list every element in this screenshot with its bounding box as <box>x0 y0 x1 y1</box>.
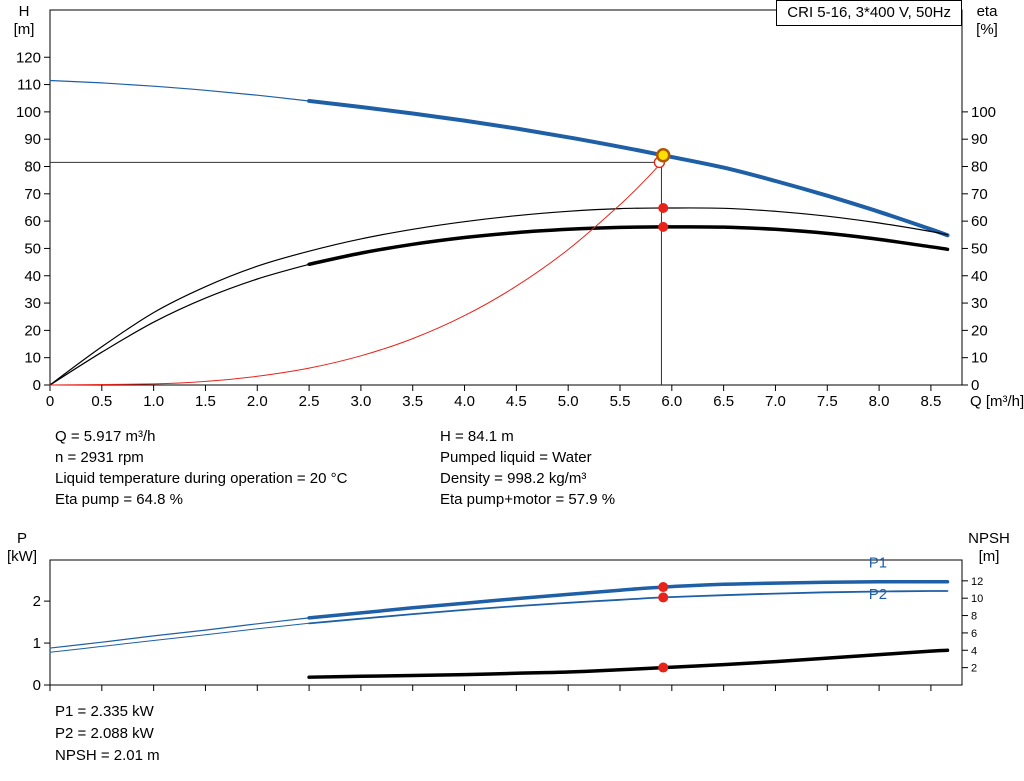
x-axis-tick-label: 5.5 <box>610 393 631 410</box>
info-line-eta-pump: Eta pump = 64.8 % <box>55 491 183 508</box>
duty-point <box>655 148 671 163</box>
left-axis-tick-label: 60 <box>24 213 41 230</box>
x-axis-tick-label: 8.0 <box>869 393 890 410</box>
left-axis-tick-label: 20 <box>24 322 41 339</box>
info-line-liquid-temperature: Liquid temperature during operation = 20… <box>55 470 348 487</box>
npsh-duty-point <box>658 662 669 673</box>
eta-pump-motor-duty-point <box>658 221 669 232</box>
right-axis-name-label: NPSH <box>968 530 1010 547</box>
right-axis-tick-label: 40 <box>971 268 988 285</box>
left-axis-tick-label: 100 <box>16 104 41 121</box>
left-axis-name-label: H <box>19 3 30 20</box>
left-axis-tick-label: 2 <box>33 593 41 610</box>
right-axis-tick-label: 50 <box>971 240 988 257</box>
left-axis-tick-label: 30 <box>24 295 41 312</box>
right-axis-tick-label: 20 <box>971 322 988 339</box>
right-axis-tick-label: 8 <box>971 611 977 623</box>
npsh-curve <box>307 648 950 679</box>
p1-duty-point <box>658 582 669 593</box>
duty-info-right-column: H = 84.1 m Pumped liquid = Water Density… <box>440 426 615 510</box>
duty-info-left-column: Q = 5.917 m³/h n = 2931 rpm Liquid tempe… <box>55 426 347 510</box>
left-axis-tick-label: 0 <box>33 677 41 694</box>
x-axis-tick-label: 6.5 <box>713 393 734 410</box>
right-axis-tick-label: 4 <box>971 645 977 657</box>
head-curve-thin <box>49 79 310 102</box>
right-axis-name-label: eta <box>977 3 999 20</box>
p2-curve <box>308 590 949 625</box>
p1-curve-thin <box>49 617 310 649</box>
right-axis-tick-label: 10 <box>971 593 983 605</box>
right-axis-tick-label: 90 <box>971 131 988 148</box>
left-axis-tick-label: 90 <box>24 131 41 148</box>
p2-duty-point <box>658 592 669 603</box>
right-axis-tick-label: 80 <box>971 159 988 176</box>
right-axis-tick-label: 2 <box>971 663 977 675</box>
x-axis-tick-label: 2.5 <box>299 393 320 410</box>
right-axis-unit-label: [%] <box>976 21 998 38</box>
eta-pump-curve <box>49 207 949 386</box>
plot-frame <box>49 559 963 686</box>
x-axis-tick-label: 7.5 <box>817 393 838 410</box>
x-axis-tick-label: 0.5 <box>91 393 112 410</box>
x-axis-tick-label: 6.0 <box>661 393 682 410</box>
left-axis-tick-label: 120 <box>16 49 41 66</box>
left-axis-tick-label: 50 <box>24 240 41 257</box>
info-line-p2: P2 = 2.088 kW <box>55 725 154 742</box>
x-axis-tick-label: 0 <box>46 393 54 410</box>
eta-pump-duty-point <box>658 203 669 214</box>
left-axis-tick-label: 0 <box>33 377 41 394</box>
left-axis-tick-label: 110 <box>17 77 41 94</box>
info-line-npsh: NPSH = 2.01 m <box>55 747 160 764</box>
info-line-speed: n = 2931 rpm <box>55 449 144 466</box>
x-axis-tick-label: 1.0 <box>143 393 164 410</box>
x-axis-tick-label: 4.0 <box>454 393 475 410</box>
eta-pump-motor-curve <box>307 225 950 267</box>
right-axis-tick-label: 70 <box>971 186 988 203</box>
x-axis-unit-label: Q [m³/h] <box>970 393 1024 410</box>
pump-title: CRI 5-16, 3*400 V, 50Hz <box>787 4 951 21</box>
p1-curve <box>307 580 950 620</box>
right-axis-unit-label: [m] <box>979 548 1000 565</box>
info-line-flow: Q = 5.917 m³/h <box>55 428 156 445</box>
left-axis-unit-label: [m] <box>14 21 35 38</box>
info-line-p1: P1 = 2.335 kW <box>55 703 154 720</box>
x-axis-tick-label: 7.0 <box>765 393 786 410</box>
left-axis-tick-label: 80 <box>24 159 41 176</box>
x-axis-tick-label: 3.5 <box>402 393 423 410</box>
left-axis-tick-label: 40 <box>24 268 41 285</box>
info-line-pumped-liquid: Pumped liquid = Water <box>440 449 592 466</box>
left-axis-name-label: P <box>17 530 27 547</box>
left-axis-tick-label: 1 <box>33 635 41 652</box>
head-curve <box>307 98 950 238</box>
power-npsh-info-block: P1 = 2.335 kW P2 = 2.088 kW NPSH = 2.01 … <box>55 701 160 767</box>
right-axis-tick-label: 12 <box>971 576 983 588</box>
right-axis-tick-label: 0 <box>971 377 979 394</box>
left-axis-unit-label: [kW] <box>7 548 37 565</box>
info-line-density: Density = 998.2 kg/m³ <box>440 470 587 487</box>
x-axis-tick-label: 3.0 <box>350 393 371 410</box>
system-curve <box>49 161 662 386</box>
x-axis-tick-label: 5.0 <box>558 393 579 410</box>
right-axis-tick-label: 100 <box>971 104 996 121</box>
curve-label-p1: P1 <box>869 555 887 572</box>
right-axis-tick-label: 10 <box>971 350 988 367</box>
curve-label-p2: P2 <box>869 586 887 603</box>
pump-title-box: CRI 5-16, 3*400 V, 50Hz <box>776 0 962 26</box>
right-axis-tick-label: 6 <box>971 628 977 640</box>
p2-curve-thin <box>49 622 310 653</box>
info-line-eta-pump-motor: Eta pump+motor = 57.9 % <box>440 491 616 508</box>
right-axis-tick-label: 60 <box>971 213 988 230</box>
x-axis-tick-label: 8.5 <box>920 393 941 410</box>
right-axis-tick-label: 30 <box>971 295 988 312</box>
x-axis-tick-label: 2.0 <box>247 393 268 410</box>
x-axis-tick-label: 1.5 <box>195 393 216 410</box>
info-line-head: H = 84.1 m <box>440 428 514 445</box>
plot-frame <box>49 9 963 386</box>
x-axis-tick-label: 4.5 <box>506 393 527 410</box>
left-axis-tick-label: 70 <box>24 186 41 203</box>
eta-pump-motor-thin <box>49 263 310 386</box>
left-axis-tick-label: 10 <box>24 350 41 367</box>
